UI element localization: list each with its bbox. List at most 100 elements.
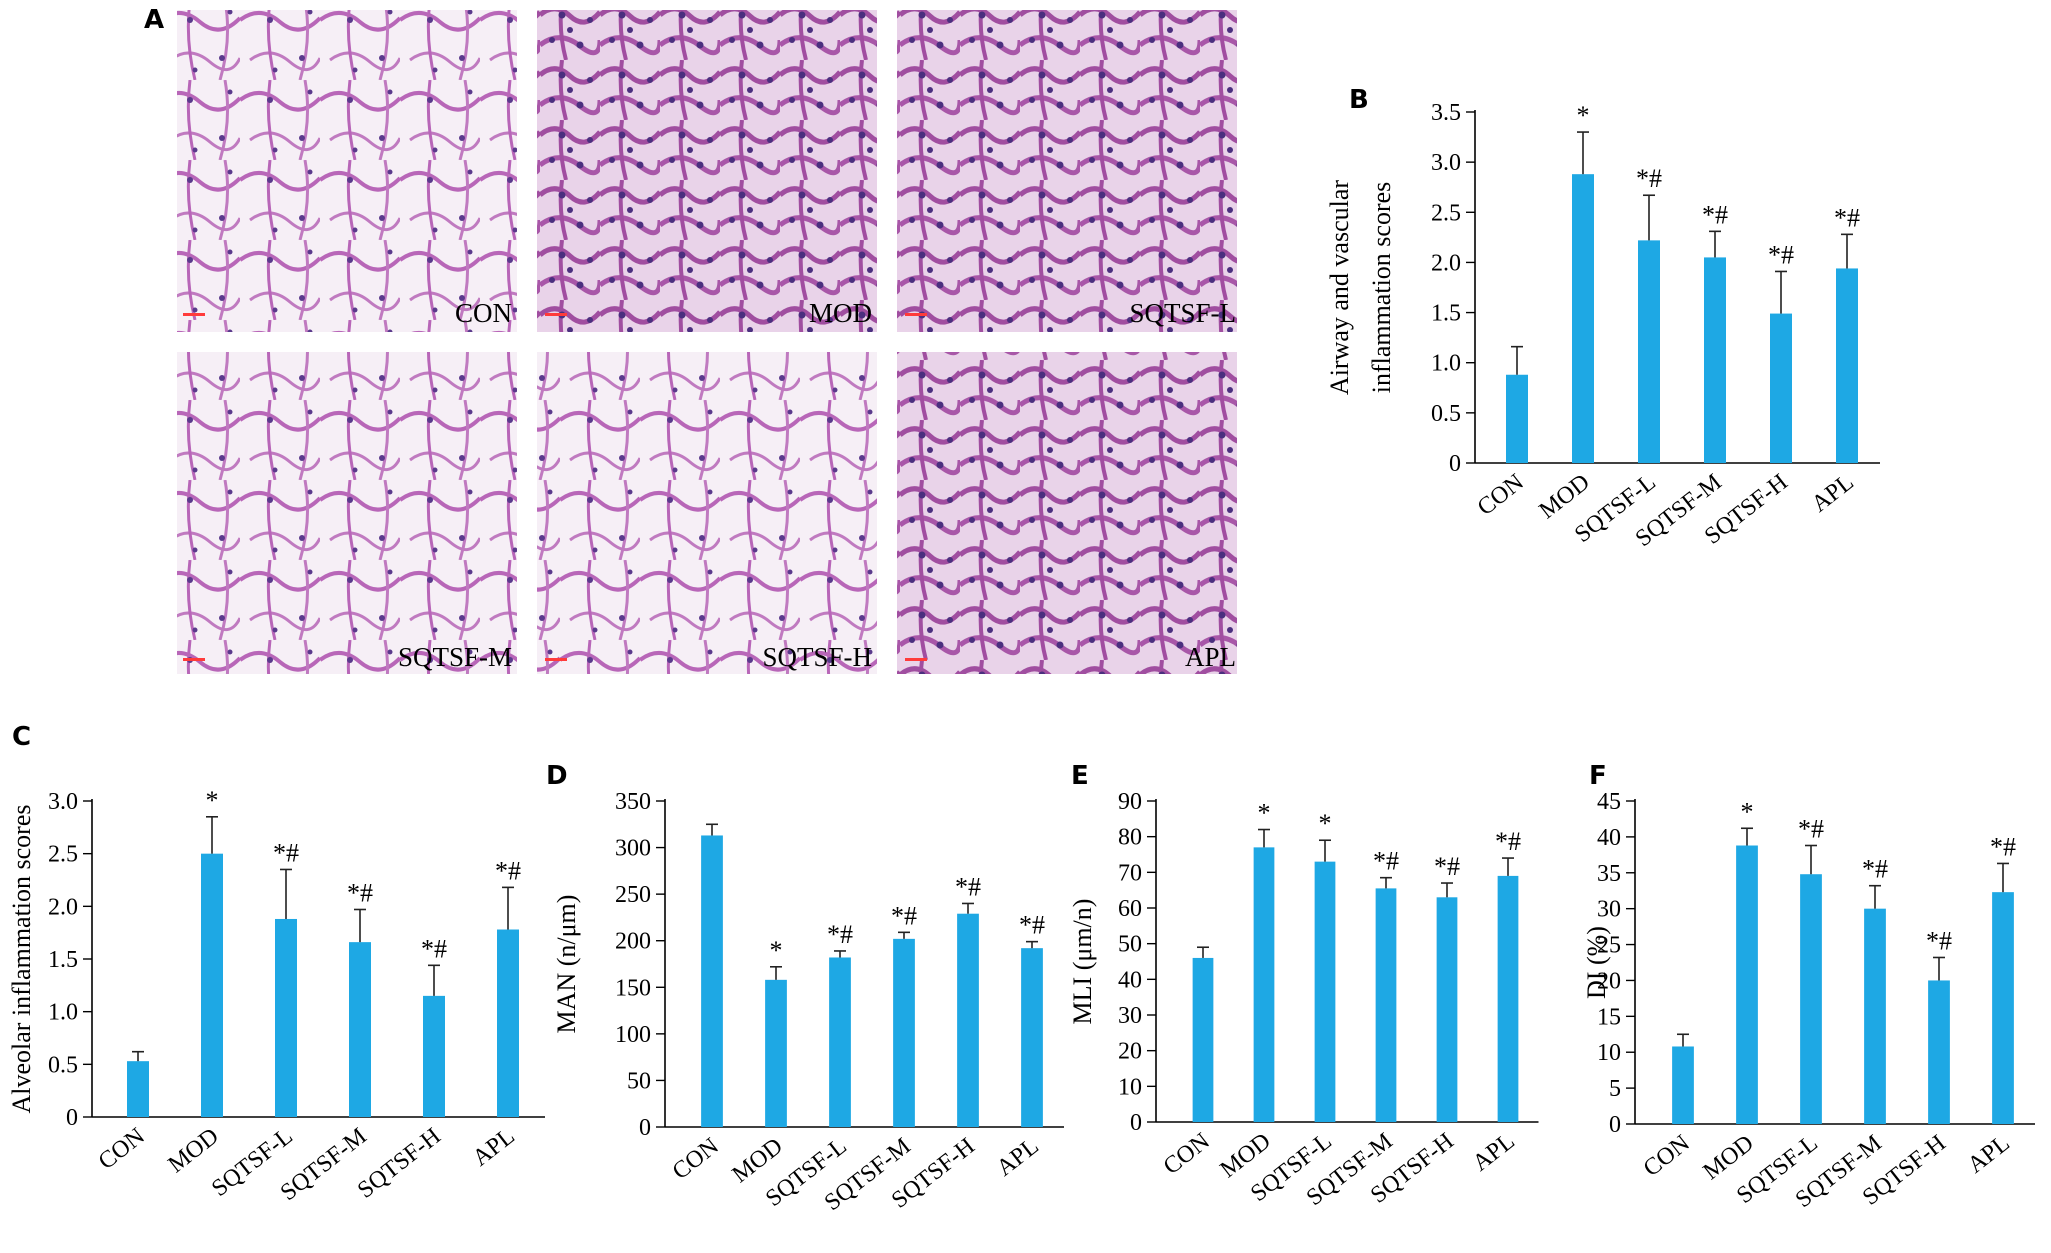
y-tick-label: 0 bbox=[1130, 1110, 1142, 1136]
bar-sqtsf-l bbox=[1314, 861, 1336, 1122]
y-tick-label: 30 bbox=[1118, 1003, 1142, 1029]
micrograph-apl: APL bbox=[897, 352, 1237, 674]
significance-label: *# bbox=[1926, 926, 1952, 955]
significance-label: * bbox=[1258, 799, 1271, 828]
bar-mod bbox=[1572, 174, 1594, 464]
bar-sqtsf-l bbox=[275, 918, 297, 1117]
significance-label: *# bbox=[273, 838, 299, 867]
y-tick-label: 0 bbox=[66, 1105, 78, 1131]
y-tick-label: 3.0 bbox=[48, 789, 78, 815]
bar-mod bbox=[1736, 845, 1758, 1124]
y-tick-label: 0.5 bbox=[48, 1052, 78, 1078]
significance-label: *# bbox=[495, 856, 521, 885]
y-axis-title: MLI (μm/n) bbox=[1068, 899, 1097, 1025]
significance-label: * bbox=[770, 936, 783, 965]
micrograph-label: SQTSF-M bbox=[398, 642, 512, 672]
y-tick-label: 1.0 bbox=[1431, 351, 1461, 377]
significance-label: *# bbox=[1434, 852, 1460, 881]
y-tick-label: 40 bbox=[1118, 967, 1142, 993]
panel-letter-d: D bbox=[546, 761, 568, 791]
y-tick-label: 90 bbox=[1118, 789, 1142, 815]
y-tick-label: 20 bbox=[1118, 1039, 1142, 1065]
y-tick-label: 10 bbox=[1118, 1074, 1142, 1100]
panel-letter-a: A bbox=[144, 5, 164, 35]
micrograph-grid: CON MOD SQTSF-L SQTSF-M SQTSF-H APL bbox=[177, 10, 1237, 674]
y-tick-label: 1.5 bbox=[48, 947, 78, 973]
y-tick-label: 50 bbox=[627, 1068, 651, 1094]
y-tick-label: 40 bbox=[1597, 825, 1621, 851]
significance-label: *# bbox=[1862, 855, 1888, 884]
micrograph-label: SQTSF-H bbox=[762, 642, 872, 672]
chart-panel-b: B 0 0.5 1.0 1.5 2.0 2.5 3.0 3.5 Airway and vascul… bbox=[1325, 85, 1880, 552]
panel-letter-b: B bbox=[1349, 85, 1369, 115]
significance-label: *# bbox=[347, 878, 373, 907]
x-tick-label: CON bbox=[668, 1133, 724, 1185]
y-tick-label: 5 bbox=[1609, 1076, 1621, 1102]
bar-sqtsf-h bbox=[1928, 980, 1950, 1124]
bar-con bbox=[1506, 374, 1528, 463]
bar-sqtsf-m bbox=[1375, 888, 1397, 1122]
bar-sqtsf-l bbox=[1638, 240, 1660, 463]
bar-sqtsf-h bbox=[1770, 313, 1792, 463]
bar-sqtsf-h bbox=[423, 995, 445, 1117]
bar-con bbox=[701, 835, 723, 1127]
bar-sqtsf-m bbox=[893, 938, 915, 1127]
x-tick-label: CON bbox=[94, 1123, 150, 1175]
y-axis-title: Alveolar inflammation scores bbox=[7, 804, 36, 1113]
x-tick-label: APL bbox=[1807, 469, 1859, 517]
significance-label: *# bbox=[1768, 240, 1794, 269]
y-tick-label: 45 bbox=[1597, 789, 1621, 815]
significance-label: *# bbox=[1373, 847, 1399, 876]
significance-label: *# bbox=[421, 934, 447, 963]
panel-letter-c: C bbox=[12, 722, 31, 752]
y-tick-label: 30 bbox=[1597, 897, 1621, 923]
scale-bar bbox=[183, 658, 205, 661]
x-tick-label: SQTSF-H bbox=[353, 1123, 446, 1203]
bar-sqtsf-l bbox=[1800, 874, 1822, 1124]
bar-sqtsf-h bbox=[1436, 897, 1458, 1122]
significance-label: * bbox=[1741, 797, 1754, 826]
y-tick-label: 50 bbox=[1118, 932, 1142, 958]
bar-sqtsf-l bbox=[829, 957, 851, 1127]
y-tick-label: 350 bbox=[615, 789, 651, 815]
y-tick-label: 1.0 bbox=[48, 1000, 78, 1026]
bar-sqtsf-m bbox=[1704, 257, 1726, 463]
y-tick-label: 2.0 bbox=[48, 894, 78, 920]
micrograph-con: CON bbox=[177, 10, 517, 332]
panel-letter-e: E bbox=[1071, 761, 1089, 791]
bar-mod bbox=[765, 979, 787, 1127]
y-tick-label: 1.5 bbox=[1431, 301, 1461, 327]
bar-apl bbox=[497, 929, 519, 1117]
y-tick-label: 2.5 bbox=[1431, 200, 1461, 226]
significance-label: *# bbox=[955, 872, 981, 901]
chart-panel-c: C 0 0.5 1.0 1.5 2.0 2.5 3.0 Alveolar inflammatio… bbox=[7, 722, 545, 1206]
significance-label: * bbox=[1577, 101, 1590, 130]
y-axis-title: inflammation scores bbox=[1367, 182, 1396, 394]
y-axis-title: MAN (n/μm) bbox=[552, 895, 581, 1034]
panel-letter-f: F bbox=[1589, 761, 1607, 791]
significance-label: * bbox=[206, 786, 219, 815]
bar-con bbox=[127, 1061, 149, 1117]
bar-apl bbox=[1992, 892, 2014, 1124]
y-tick-label: 2.0 bbox=[1431, 250, 1461, 276]
micrograph-label: SQTSF-L bbox=[1129, 298, 1236, 328]
scale-bar bbox=[905, 313, 927, 316]
significance-label: *# bbox=[1495, 827, 1521, 856]
bar-mod bbox=[1253, 847, 1275, 1122]
bar-con bbox=[1192, 957, 1214, 1122]
micrograph-label: CON bbox=[455, 298, 512, 328]
x-tick-label: APL bbox=[468, 1123, 520, 1171]
y-tick-label: 2.5 bbox=[48, 842, 78, 868]
x-tick-label: CON bbox=[1159, 1128, 1215, 1180]
x-tick-label: CON bbox=[1473, 469, 1529, 521]
y-tick-label: 0.5 bbox=[1431, 401, 1461, 427]
x-tick-label: MOD bbox=[164, 1123, 224, 1178]
y-tick-label: 10 bbox=[1597, 1040, 1621, 1066]
scale-bar bbox=[545, 313, 567, 316]
bar-sqtsf-m bbox=[1864, 908, 1886, 1124]
y-tick-label: 15 bbox=[1597, 1004, 1621, 1030]
micrograph-sqtsf-h: SQTSF-H bbox=[537, 352, 877, 674]
